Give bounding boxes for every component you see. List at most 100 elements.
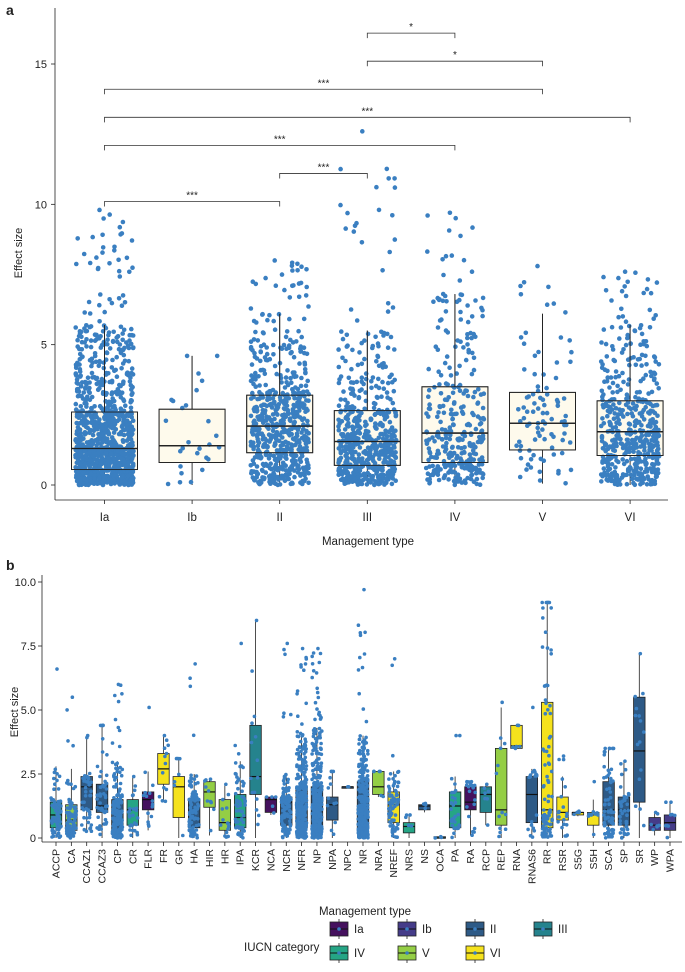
panel-a-point [304,428,309,434]
panel-a-point [635,357,641,362]
panel-b-point [194,811,198,815]
significance-stars: * [453,50,457,61]
panel-b-point [72,818,77,823]
panel-a-point [464,465,470,471]
panel-a-point [263,357,269,363]
panel-a-point [291,452,297,458]
panel-a-point [471,367,477,373]
panel-a-point [259,417,264,423]
panel-a-point [649,438,654,443]
panel-b-point [146,811,150,815]
panel-a-point [112,405,118,411]
panel-a-point [620,314,626,319]
panel-a-point [82,379,88,385]
panel-a-point [380,423,385,429]
panel-b-point [238,831,243,836]
panel-b-point [88,826,92,831]
panel-a-point [287,468,293,473]
panel-b-point [188,805,193,810]
panel-b-point [68,828,73,833]
panel-a-point [518,419,523,424]
panel-b-point [58,810,63,814]
panel-b-point [318,733,322,738]
panel-a-point [106,431,112,437]
panel-b-point [95,797,99,801]
panel-b-point [191,825,195,830]
panel-a-point [459,480,465,485]
panel-b-point [66,782,71,786]
panel-a-point [466,350,472,355]
panel-b-point [296,785,301,789]
panel-b-point [103,817,108,822]
panel-b-point [311,743,316,748]
panel-a-point [120,456,125,462]
panel-a-point [441,410,447,416]
panel-a-point [259,413,265,419]
panel-a-point [653,433,658,438]
panel-a-point [549,432,554,437]
panel-b-point [236,786,240,791]
panel-b-point [303,789,307,793]
panel-a-point [600,416,605,421]
panel-b-point [312,819,316,824]
panel-b-point [104,820,109,825]
panel-a-point [427,450,433,456]
panel-a-point [280,413,285,418]
panel-a-point [112,481,117,486]
panel-b-point [117,809,122,814]
panel-a-point [117,382,122,388]
panel-b-point [131,774,136,779]
panel-b-point [318,717,323,721]
panel-a-x-tick-label: V [539,512,547,524]
panel-b-point [303,662,308,666]
panel-b-x-tick-label: NP [311,849,323,864]
panel-b-point [285,780,290,784]
panel-a-point [129,414,134,420]
panel-a-point [549,416,554,422]
panel-a-point [367,478,372,484]
panel-a-point [441,475,447,481]
panel-b-point [188,834,193,838]
panel-b-point [134,806,139,811]
panel-a-point [274,430,280,435]
panel-a-point [289,447,294,452]
panel-b-point [83,790,88,794]
panel-b-point [304,831,308,836]
panel-a-point [625,279,630,285]
panel-a-point [463,388,468,393]
panel-a-point [341,448,347,453]
panel-a-point [629,411,634,416]
panel-a-point [350,424,355,430]
panel-a-point [542,402,547,408]
panel-a-point [105,337,110,343]
panel-b-point [254,618,259,623]
panel-a-point [267,312,272,318]
panel-a-point [646,391,651,396]
panel-a-point [364,482,370,487]
panel-b-point [280,823,285,827]
panel-a-point [82,385,88,391]
panel-a-point [383,476,389,482]
panel-a-point [477,434,482,440]
panel-a-point [568,359,573,365]
panel-a-point [384,390,390,395]
panel-a-point [263,382,269,388]
panel-a-point [605,413,610,419]
panel-b-point [206,789,211,793]
panel-a-point [610,380,616,386]
panel-a-point [620,408,625,413]
panel-a-point [393,413,399,419]
panel-a-point [435,464,441,469]
panel-a-point [197,446,202,451]
panel-b-point [294,752,299,756]
panel-a-point [630,401,636,406]
panel-a-point [450,451,456,456]
panel-a-point [439,317,444,322]
significance-bracket [279,173,368,179]
panel-b-point [303,813,307,817]
panel-a-point [285,382,291,388]
panel-a-point [103,436,108,441]
panel-a-point [275,474,281,480]
panel-b-point [65,821,69,825]
panel-a-point [254,408,260,413]
